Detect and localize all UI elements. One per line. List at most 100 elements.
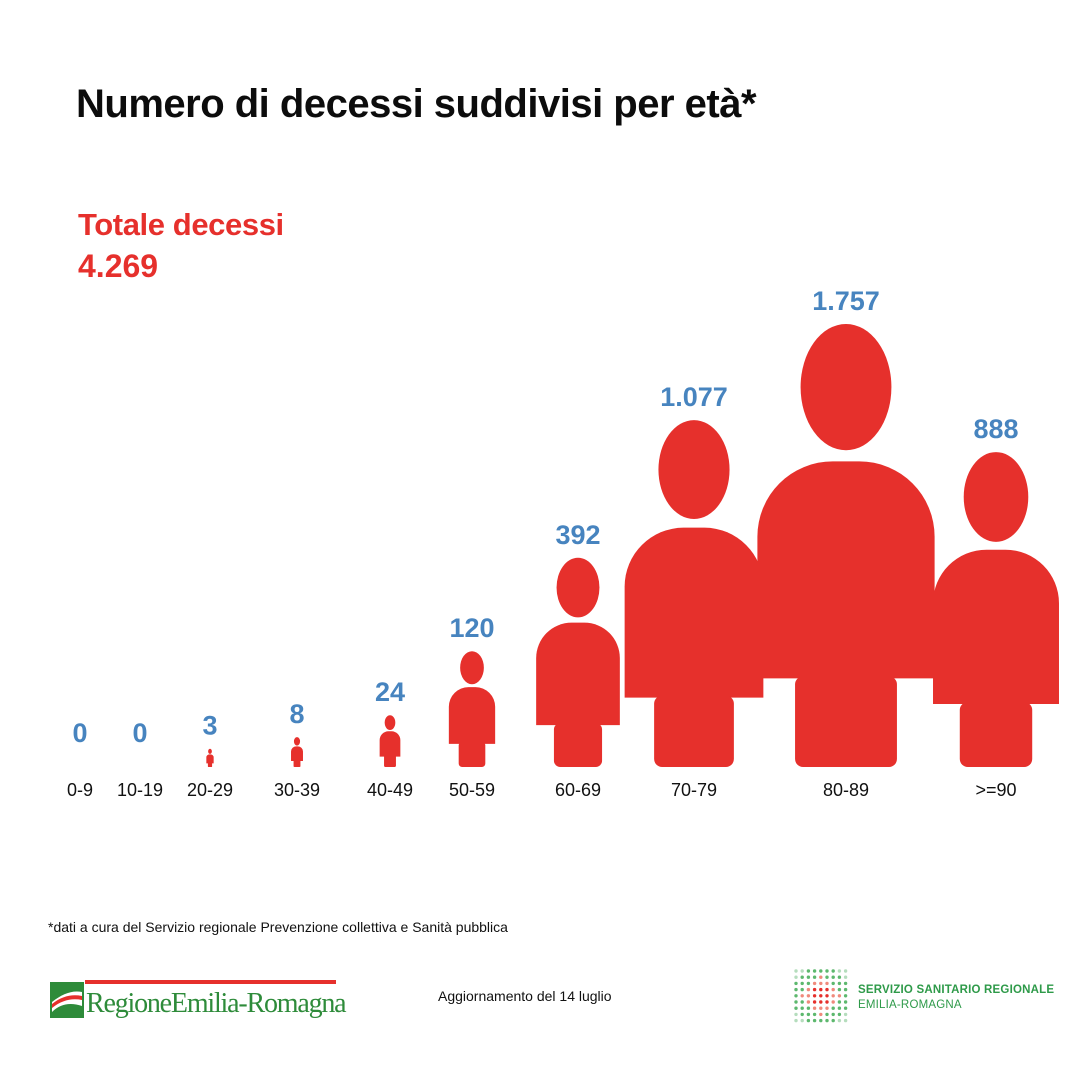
logo-dot [837,994,842,998]
person-figure [448,651,496,767]
figure-head [460,651,484,685]
logo-dot [806,975,811,979]
logo-dot [800,969,804,973]
category-label: 10-19 [117,780,163,800]
logo-dot [800,1000,804,1004]
logo-dot [837,1006,842,1010]
logo-dot [843,975,848,979]
person-figure [624,420,764,767]
logo-dot [806,981,811,986]
logo-dot [812,1018,817,1023]
logo-dot [843,969,848,973]
logo-dot [812,981,817,986]
footnote: *dati a cura del Servizio regionale Prev… [48,919,508,935]
logo-dot [837,981,842,986]
logo-dot [825,987,829,992]
person-figure [536,557,620,767]
figure-legs [959,702,1033,767]
regione-flag-icon [50,982,84,1018]
figure-legs [293,759,301,767]
logo-dot [794,994,798,998]
logo-dot [800,1012,804,1017]
logo-dot [794,975,798,979]
logo-dot [843,987,848,992]
logo-dot [806,1000,811,1004]
logo-dot [800,994,804,998]
figure-head [293,737,301,746]
value-label: 120 [449,613,494,643]
category-label: 0-9 [67,780,93,800]
logo-dot [819,1006,823,1010]
regione-emilia-romagna-logo: RegioneEmilia-Romagna [50,980,347,1022]
category-label: 80-89 [823,780,869,800]
figure-torso [291,746,303,762]
value-label: 3 [202,711,217,741]
logo-dot [794,981,798,986]
figure-legs [553,723,603,767]
figure-torso [448,687,496,744]
logo-dot [837,975,842,979]
logo-dot [831,969,835,973]
figure-torso [536,622,620,726]
figure-legs [458,741,486,767]
value-label: 0 [132,718,147,748]
logo-dot [794,987,798,992]
category-label: 40-49 [367,780,413,800]
logo-dot [806,1018,811,1023]
logo-dot [825,1006,829,1010]
value-label: 1.757 [812,286,880,316]
figure-legs [384,754,396,767]
logo-dot [819,969,823,973]
value-label: 24 [375,677,405,707]
figure-head [800,324,892,451]
ssr-logo-line1: SERVIZIO SANITARIO REGIONALE [858,984,1055,996]
logo-dot [794,969,798,973]
figure-head [963,452,1029,542]
figure-torso [933,549,1059,705]
category-label: 30-39 [274,780,320,800]
figure-legs [795,676,897,767]
logo-dot [825,981,829,986]
category-label: 50-59 [449,780,495,800]
logo-dot [800,987,804,992]
person-figure [757,324,935,767]
figure-head [556,557,600,618]
person-figure [206,748,214,767]
logo-dot [825,1000,829,1004]
figure-torso [206,754,214,764]
dot-grid-icon [794,969,848,1023]
logo-dot [831,987,835,992]
logo-dot [837,987,842,992]
logo-dot [837,1000,842,1004]
logo-dot [812,1006,817,1010]
logo-dot [819,975,823,979]
category-label: 70-79 [671,780,717,800]
logo-dot [831,994,835,998]
logo-dot [843,1000,848,1004]
logo-dot [800,981,804,986]
logo-dot [819,1012,823,1017]
value-label: 1.077 [660,382,728,412]
figure-legs [207,761,213,767]
total-value: 4.269 [78,248,159,284]
logo-dot [825,1012,829,1017]
figure-torso [624,527,764,698]
logo-dot [831,1000,835,1004]
logo-dot [812,1000,817,1004]
logo-dot [806,969,811,973]
logo-dot [831,981,835,986]
logo-dot [794,1000,798,1004]
logo-dot [825,1018,829,1023]
logo-dot [825,975,829,979]
ssr-logo-line2: EMILIA-ROMAGNA [858,999,962,1011]
figure-head [208,748,212,754]
category-label: 20-29 [187,780,233,800]
logo-dot [806,987,811,992]
logo-dot [825,994,829,998]
logo-dot [831,1018,835,1023]
figure-legs [654,695,734,767]
value-label: 392 [555,520,600,550]
logo-dot [812,975,817,979]
logo-dot [831,1012,835,1017]
